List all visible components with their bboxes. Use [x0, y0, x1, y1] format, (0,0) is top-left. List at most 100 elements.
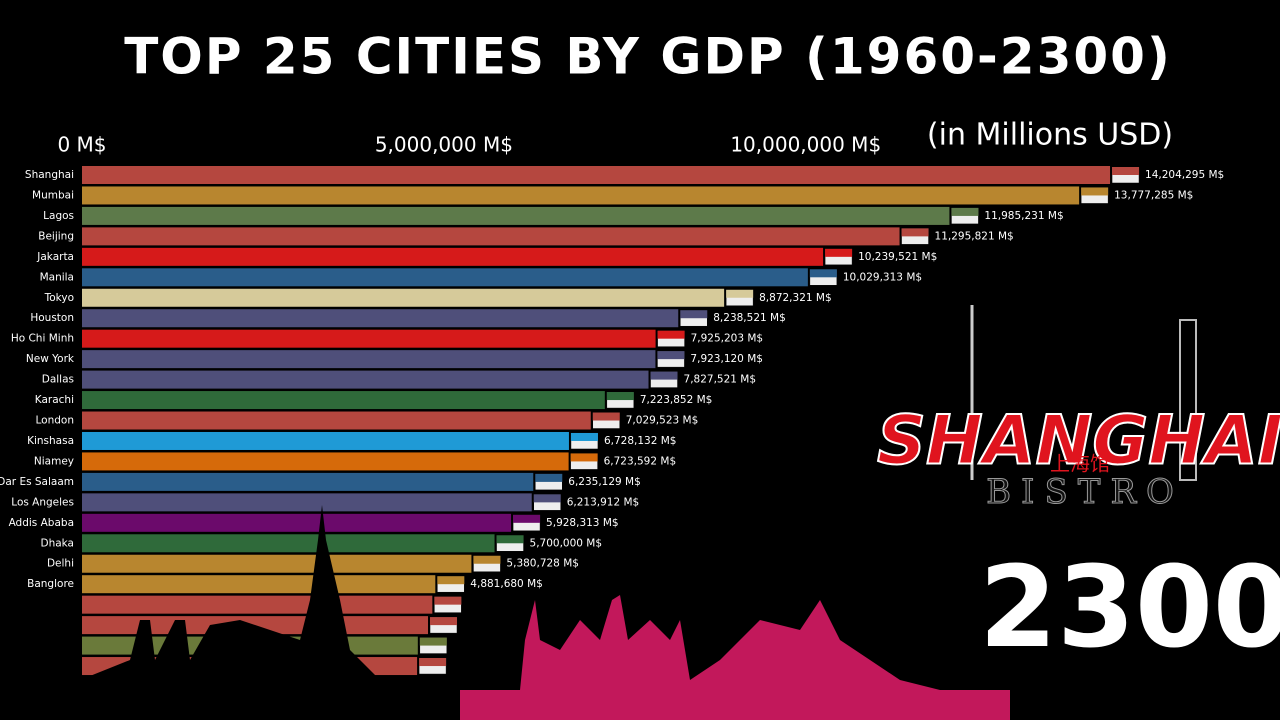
- bar: [82, 350, 656, 369]
- y-tick-label: Manila: [40, 271, 74, 283]
- logo: SHANGHAI 上海馆 BISTRO: [876, 305, 1280, 513]
- y-tick-label: Karachi: [35, 394, 74, 406]
- y-tick-label: Banglore: [27, 578, 74, 590]
- y-tick-label: Shanghai: [25, 169, 74, 181]
- flag-band: [825, 248, 853, 257]
- x-tick-label: 0 M$: [57, 133, 106, 157]
- flag-band: [657, 351, 685, 360]
- x-tick-label: 5,000,000 M$: [375, 133, 513, 157]
- bar: [82, 595, 433, 614]
- flag-band: [606, 392, 634, 401]
- value-label: 7,827,521 M$: [684, 374, 757, 386]
- flag-band: [726, 289, 754, 298]
- bars: 0 M$ 5,000,000 M$ 10,000,000 M$ Shanghai 14,…: [0, 133, 1224, 676]
- value-label: 10,029,313 M$: [843, 271, 922, 283]
- bar: [82, 411, 591, 430]
- flag-band: [535, 473, 563, 482]
- statue-silhouette: [80, 505, 460, 720]
- flag-band: [809, 269, 837, 278]
- value-label: 13,777,285 M$: [1114, 189, 1193, 201]
- bar: [82, 186, 1080, 205]
- y-tick-label: Niamey: [34, 455, 74, 467]
- flag-band: [473, 555, 501, 564]
- value-label: 14,204,295 M$: [1145, 169, 1224, 181]
- value-label: 5,380,728 M$: [506, 558, 579, 570]
- x-tick-label: 10,000,000 M$: [730, 133, 881, 157]
- value-label: 7,029,523 M$: [626, 415, 699, 427]
- flag-band: [1081, 187, 1109, 196]
- y-tick-label: Mumbai: [32, 189, 74, 201]
- value-label: 8,238,521 M$: [713, 312, 786, 324]
- bar: [82, 227, 900, 246]
- flag-band: [570, 453, 598, 462]
- skyline: [460, 595, 1010, 720]
- bar: [82, 166, 1111, 184]
- value-label: 7,223,852 M$: [640, 394, 713, 406]
- flag-band: [419, 658, 447, 667]
- logo-title: SHANGHAI: [877, 402, 1280, 481]
- flag-band: [592, 412, 620, 421]
- bar: [82, 534, 495, 553]
- y-tick-label: Beijing: [38, 230, 74, 242]
- y-tick-label: Tokyo: [44, 292, 74, 304]
- flag-band: [951, 207, 979, 216]
- y-tick-label: Houston: [30, 312, 74, 324]
- value-label: 7,925,203 M$: [691, 333, 764, 345]
- value-label: 6,728,132 M$: [604, 435, 677, 447]
- value-label: 10,239,521 M$: [858, 251, 937, 263]
- bar: [82, 247, 824, 266]
- flag-band: [680, 310, 708, 319]
- flag-band: [570, 432, 598, 441]
- bar: [82, 288, 725, 307]
- bar: [82, 268, 808, 287]
- bar: [82, 206, 950, 225]
- value-label: 6,723,592 M$: [604, 455, 677, 467]
- value-label: 8,872,321 M$: [759, 292, 832, 304]
- bar: [82, 575, 436, 594]
- flag-band: [437, 576, 465, 585]
- y-tick-label: Dar Es Salaam: [0, 476, 74, 488]
- y-tick-label: Addis Ababa: [9, 517, 74, 529]
- bar: [82, 370, 649, 389]
- y-tick-label: Delhi: [47, 558, 74, 570]
- value-label: 7,923,120 M$: [690, 353, 763, 365]
- bar: [82, 472, 534, 491]
- flag-band: [419, 637, 447, 646]
- flag-band: [434, 596, 462, 605]
- y-tick-label: Lagos: [43, 210, 74, 222]
- year: 2300: [979, 543, 1280, 673]
- value-label: 6,213,912 M$: [567, 496, 640, 508]
- chart-title: TOP 25 CITIES BY GDP (1960-2300): [124, 28, 1172, 86]
- bar: [82, 391, 605, 410]
- bar: [82, 309, 679, 328]
- y-tick-label: Dallas: [42, 374, 74, 386]
- bar: [82, 493, 532, 512]
- flag-band: [901, 228, 929, 237]
- y-tick-label: Dhaka: [40, 537, 74, 549]
- value-label: 11,295,821 M$: [935, 230, 1014, 242]
- bar: [82, 452, 569, 471]
- value-label: 5,928,313 M$: [546, 517, 619, 529]
- value-label: 5,700,000 M$: [530, 537, 603, 549]
- logo-chinese: 上海馆: [1050, 452, 1110, 476]
- bar: [82, 554, 472, 573]
- y-tick-label: New York: [26, 353, 75, 365]
- flag-band: [496, 535, 524, 544]
- flag-band: [1112, 167, 1140, 175]
- flag-band: [657, 330, 685, 339]
- y-tick-label: Kinshasa: [27, 435, 74, 447]
- logo-subtitle: BISTRO: [986, 472, 1184, 512]
- y-tick-label: Ho Chi Minh: [11, 333, 74, 345]
- flag-band: [513, 514, 541, 523]
- value-label: 6,235,129 M$: [568, 476, 641, 488]
- value-label: 11,985,231 M$: [984, 210, 1063, 222]
- subtitle: (in Millions USD): [927, 118, 1173, 153]
- bar: [82, 431, 569, 450]
- bar: [82, 329, 656, 348]
- value-label: 4,881,680 M$: [470, 578, 543, 590]
- flag-band: [430, 617, 458, 626]
- y-tick-label: Jakarta: [36, 251, 74, 263]
- tower: [1179, 319, 1197, 481]
- flag-band: [650, 371, 678, 380]
- bar: [82, 513, 512, 532]
